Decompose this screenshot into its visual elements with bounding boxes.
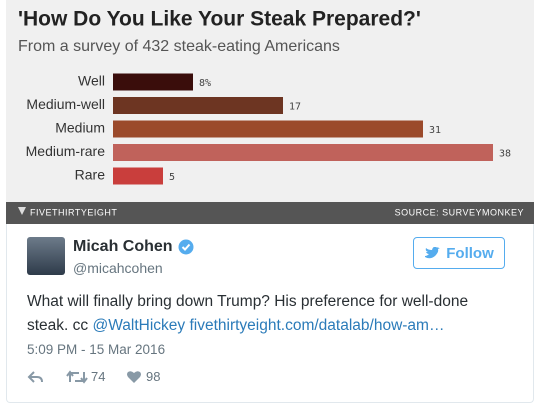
value-label: 31	[429, 125, 441, 136]
retweet-count: 74	[91, 369, 106, 384]
value-label: 8%	[199, 78, 211, 89]
chart-footer	[6, 202, 534, 224]
category-label: Rare	[75, 167, 106, 183]
bar	[113, 73, 193, 91]
like-count: 98	[146, 369, 161, 384]
value-label: 5	[169, 172, 175, 183]
bar	[113, 144, 493, 161]
follow-button[interactable]: Follow	[413, 237, 505, 269]
chart-subtitle: From a survey of 432 steak-eating Americ…	[18, 38, 340, 55]
bar	[113, 97, 283, 114]
category-label: Well	[78, 73, 105, 89]
tweet-text: What will finally bring down Trump? His …	[27, 290, 497, 338]
bird-icon	[425, 246, 441, 258]
tweet-date[interactable]: 5:09 PM - 15 Mar 2016	[27, 342, 166, 357]
author-handle[interactable]: @micahcohen	[73, 260, 163, 276]
category-label: Medium-well	[26, 96, 105, 112]
footer-logo	[18, 207, 26, 215]
follow-label: Follow	[446, 244, 494, 262]
mention-link[interactable]: @WaltHickey	[92, 317, 186, 334]
url-link[interactable]: fivethirtyeight.com/datalab/how-am…	[189, 317, 445, 334]
chart: 'How Do You Like Your Steak Prepared?' F…	[6, 0, 534, 224]
value-label: 17	[289, 102, 301, 113]
chart-title: 'How Do You Like Your Steak Prepared?'	[18, 8, 421, 31]
value-label: 38	[499, 149, 511, 160]
bar	[113, 167, 163, 185]
like-icon[interactable]	[126, 370, 142, 384]
footer-source: SOURCE: SURVEYMONKEY	[395, 207, 524, 217]
verified-badge	[178, 239, 194, 255]
avatar[interactable]	[27, 237, 65, 275]
reply-icon[interactable]	[27, 370, 45, 384]
retweet-icon[interactable]	[66, 370, 88, 384]
tweet-text-body: What will finally bring down Trump? His …	[27, 293, 469, 334]
tweet-body	[6, 224, 534, 403]
bar	[113, 120, 423, 138]
category-label: Medium-rare	[26, 143, 106, 159]
category-label: Medium	[55, 120, 105, 136]
author-name[interactable]: Micah Cohen	[73, 238, 173, 255]
footer-brand: FIVETHIRTYEIGHT	[30, 207, 117, 217]
